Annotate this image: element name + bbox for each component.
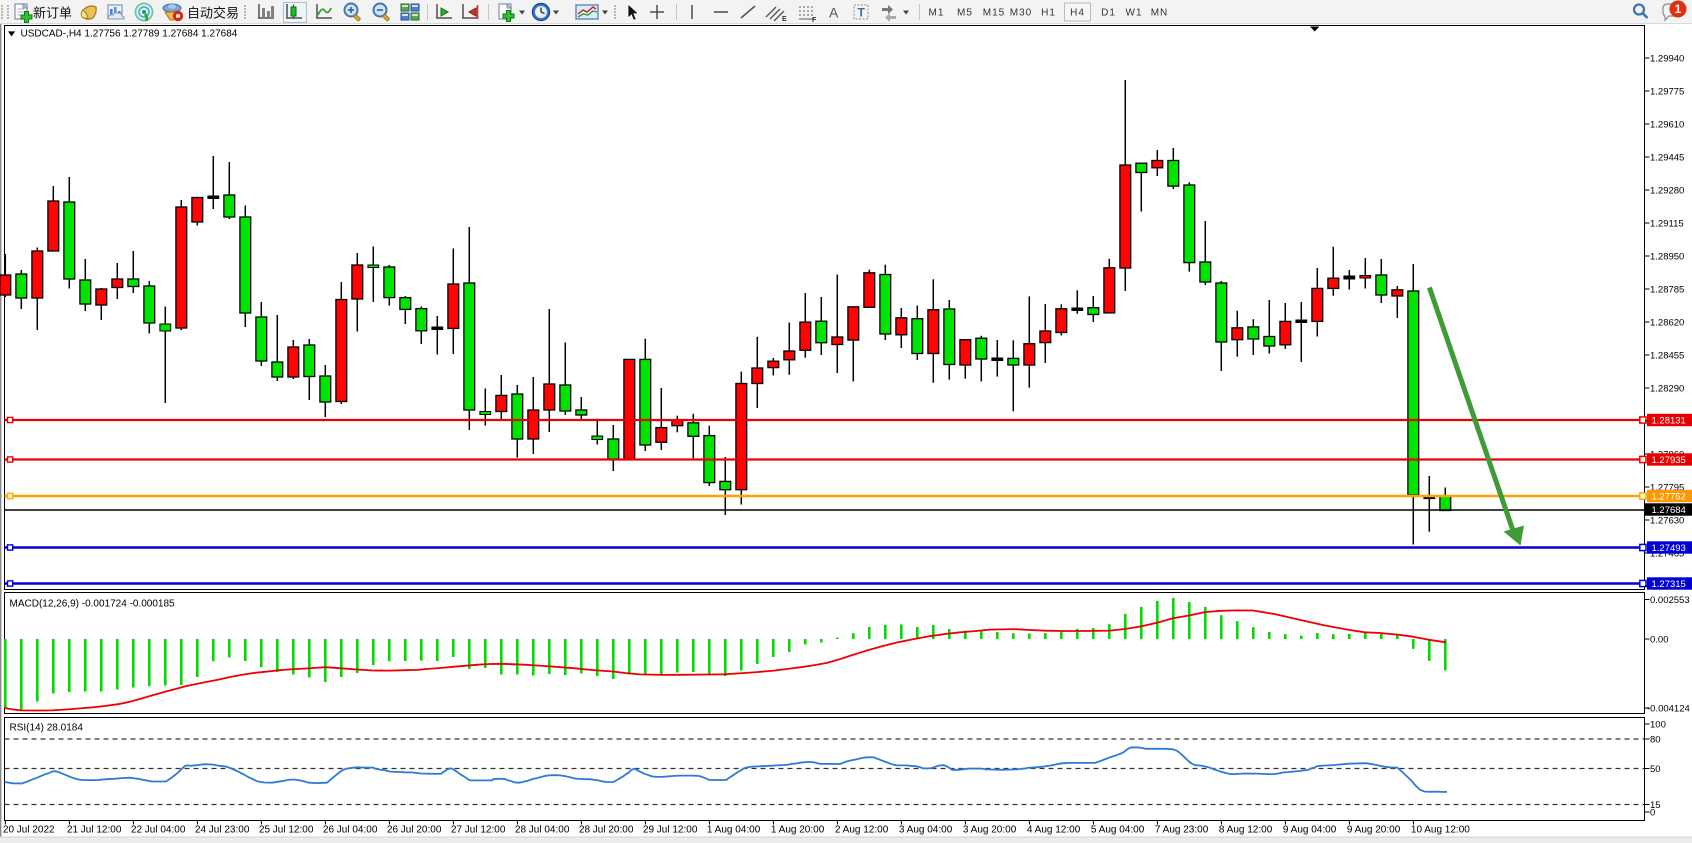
- svg-text:27 Jul 12:00: 27 Jul 12:00: [451, 825, 506, 836]
- svg-text:T: T: [858, 6, 866, 20]
- svg-text:3 Aug 04:00: 3 Aug 04:00: [899, 825, 953, 836]
- svg-text:1.29610: 1.29610: [1650, 120, 1684, 131]
- svg-text:M15: M15: [983, 8, 1005, 19]
- svg-text:MN: MN: [1151, 8, 1169, 19]
- svg-text:1.27795: 1.27795: [1650, 483, 1684, 494]
- svg-text:9 Aug 20:00: 9 Aug 20:00: [1347, 825, 1401, 836]
- svg-text:M30: M30: [1010, 8, 1032, 19]
- svg-text:1.28290: 1.28290: [1650, 384, 1684, 395]
- svg-text:1 Aug 20:00: 1 Aug 20:00: [771, 825, 825, 836]
- svg-text:1.28131: 1.28131: [1652, 416, 1686, 427]
- svg-text:21 Jul 12:00: 21 Jul 12:00: [67, 825, 122, 836]
- svg-text:H4: H4: [1070, 8, 1085, 19]
- svg-text:自动交易: 自动交易: [187, 6, 239, 21]
- svg-text:1.29280: 1.29280: [1650, 186, 1684, 197]
- svg-text:RSI(14) 28.0184: RSI(14) 28.0184: [10, 723, 84, 734]
- svg-text:15: 15: [1650, 800, 1661, 811]
- svg-text:1.28620: 1.28620: [1650, 318, 1684, 329]
- svg-text:MACD(12,26,9) -0.001724 -0.000: MACD(12,26,9) -0.001724 -0.000185: [10, 599, 176, 610]
- svg-text:1.28455: 1.28455: [1650, 351, 1684, 362]
- svg-text:W1: W1: [1126, 8, 1143, 19]
- svg-text:1.28950: 1.28950: [1650, 252, 1684, 263]
- svg-text:29 Jul 12:00: 29 Jul 12:00: [643, 825, 698, 836]
- svg-text:5 Aug 04:00: 5 Aug 04:00: [1091, 825, 1145, 836]
- svg-text:M1: M1: [929, 8, 945, 19]
- svg-text:1.29115: 1.29115: [1650, 219, 1684, 230]
- svg-text:F: F: [812, 17, 817, 24]
- svg-text:1.27315: 1.27315: [1652, 579, 1686, 590]
- svg-text:D1: D1: [1101, 8, 1116, 19]
- svg-text:20 Jul 2022: 20 Jul 2022: [3, 825, 55, 836]
- svg-text:2 Aug 12:00: 2 Aug 12:00: [835, 825, 889, 836]
- svg-text:1 Aug 04:00: 1 Aug 04:00: [707, 825, 761, 836]
- svg-text:28 Jul 04:00: 28 Jul 04:00: [515, 825, 570, 836]
- svg-text:0: 0: [1650, 808, 1655, 819]
- svg-text:A: A: [829, 5, 839, 21]
- svg-text:3 Aug 20:00: 3 Aug 20:00: [963, 825, 1017, 836]
- svg-text:22 Jul 04:00: 22 Jul 04:00: [131, 825, 186, 836]
- svg-text:M5: M5: [957, 8, 973, 19]
- svg-text:0.00: 0.00: [1650, 635, 1669, 646]
- svg-text:28 Jul 20:00: 28 Jul 20:00: [579, 825, 634, 836]
- svg-text:0.002553: 0.002553: [1650, 595, 1690, 606]
- svg-text:1.27752: 1.27752: [1652, 492, 1686, 503]
- svg-text:1.27630: 1.27630: [1650, 516, 1684, 527]
- svg-text:新订单: 新订单: [33, 6, 72, 21]
- svg-text:80: 80: [1650, 735, 1661, 746]
- svg-text:1.29775: 1.29775: [1650, 87, 1684, 98]
- svg-text:H1: H1: [1041, 8, 1056, 19]
- svg-text:1.28785: 1.28785: [1650, 285, 1684, 296]
- svg-text:1.27684: 1.27684: [1652, 505, 1686, 516]
- svg-text:10 Aug 12:00: 10 Aug 12:00: [1411, 825, 1470, 836]
- svg-text:8 Aug 12:00: 8 Aug 12:00: [1219, 825, 1273, 836]
- svg-text:24 Jul 23:00: 24 Jul 23:00: [195, 825, 250, 836]
- svg-text:26 Jul 04:00: 26 Jul 04:00: [323, 825, 378, 836]
- svg-text:9 Aug 04:00: 9 Aug 04:00: [1283, 825, 1337, 836]
- svg-text:50: 50: [1650, 764, 1661, 775]
- svg-text:25 Jul 12:00: 25 Jul 12:00: [259, 825, 314, 836]
- svg-text:1.27493: 1.27493: [1652, 543, 1686, 554]
- svg-text:4 Aug 12:00: 4 Aug 12:00: [1027, 825, 1081, 836]
- svg-text:100: 100: [1650, 720, 1666, 731]
- svg-text:USDCAD-,H4 1.27756 1.27789 1.: USDCAD-,H4 1.27756 1.27789 1.27684 1.276…: [21, 29, 238, 40]
- svg-text:26 Jul 20:00: 26 Jul 20:00: [387, 825, 442, 836]
- svg-text:1.29445: 1.29445: [1650, 153, 1684, 164]
- svg-text:7 Aug 23:00: 7 Aug 23:00: [1155, 825, 1209, 836]
- svg-text:1.29940: 1.29940: [1650, 54, 1684, 65]
- svg-text:-0.004124: -0.004124: [1647, 704, 1690, 715]
- svg-text:1.27935: 1.27935: [1652, 455, 1686, 466]
- svg-text:1: 1: [1675, 2, 1682, 16]
- svg-text:E: E: [782, 16, 787, 23]
- svg-text:1.27465: 1.27465: [1650, 549, 1684, 560]
